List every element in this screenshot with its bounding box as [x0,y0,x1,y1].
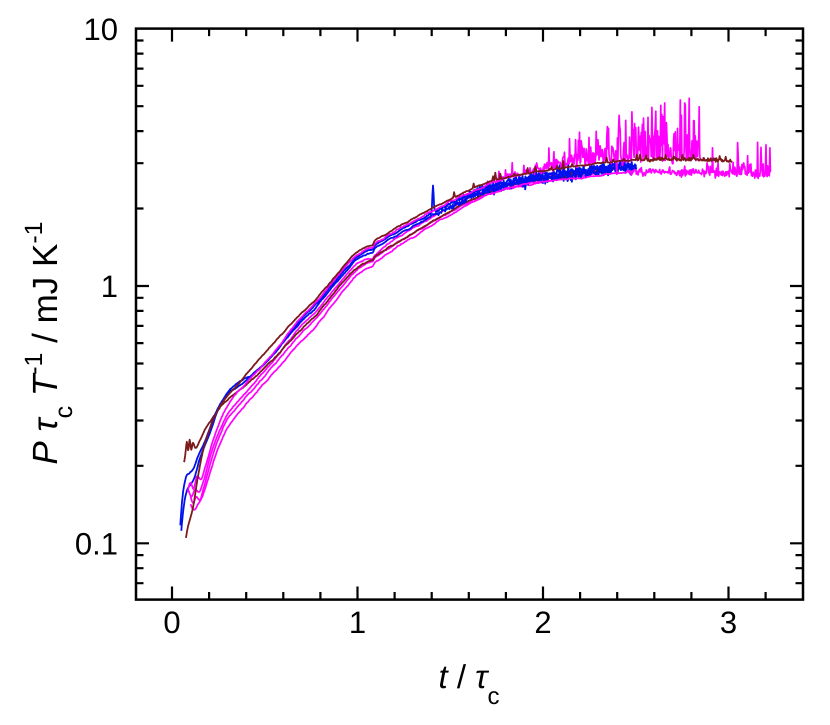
svg-text:1: 1 [349,605,366,640]
svg-text:0.1: 0.1 [75,527,118,562]
svg-text:t / τc: t / τc [438,658,499,710]
svg-text:P τc T-1 / mJ K-1: P τc T-1 / mJ K-1 [20,221,78,464]
svg-text:2: 2 [534,605,551,640]
svg-text:10: 10 [84,12,118,47]
svg-text:0: 0 [163,605,180,640]
svg-text:3: 3 [720,605,737,640]
svg-text:1: 1 [101,269,118,304]
